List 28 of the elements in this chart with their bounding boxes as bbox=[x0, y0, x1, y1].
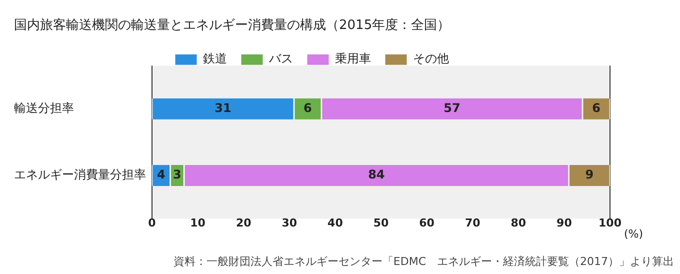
x-tick-label: 40 bbox=[328, 216, 344, 230]
legend-label: 鉄道 bbox=[203, 52, 227, 66]
data-label: 57 bbox=[444, 101, 460, 116]
x-tick-label: 20 bbox=[236, 216, 252, 230]
y-tick-label: 輸送分担率 bbox=[14, 101, 74, 116]
x-tick-label: 80 bbox=[510, 216, 526, 230]
chart-title: 国内旅客輸送機関の輸送量とエネルギー消費量の構成（2015年度：全国） bbox=[14, 17, 450, 34]
legend-label: 乗用車 bbox=[335, 52, 371, 66]
data-label: 31 bbox=[214, 101, 232, 116]
legend-label: バス bbox=[268, 52, 293, 66]
data-label: 4 bbox=[156, 168, 166, 182]
data-label: 84 bbox=[368, 168, 385, 182]
text: 資料：一般財団法人省エネルギーセンター「EDMC エネルギー・経済統計要覧（2017）」より算出 bbox=[173, 254, 674, 268]
x-tick-label: 50 bbox=[373, 216, 389, 230]
data-label: 6 bbox=[592, 101, 600, 116]
data-label: 9 bbox=[585, 168, 594, 182]
x-axis-title: (%) bbox=[624, 228, 644, 241]
x-tick-label: 10 bbox=[190, 216, 206, 230]
x-tick-label: 30 bbox=[282, 216, 298, 230]
data-label: 6 bbox=[304, 101, 312, 116]
legend-label: その他 bbox=[413, 52, 449, 66]
x-tick-label: 90 bbox=[556, 216, 572, 230]
data-label: 3 bbox=[173, 168, 182, 182]
x-tick-label: 60 bbox=[419, 216, 435, 230]
x-tick-label: 100 bbox=[598, 216, 622, 230]
x-tick-label: 70 bbox=[464, 216, 481, 230]
x-tick-label: 0 bbox=[148, 216, 156, 230]
y-tick-label: エネルギー消費量分担率 bbox=[14, 168, 146, 182]
